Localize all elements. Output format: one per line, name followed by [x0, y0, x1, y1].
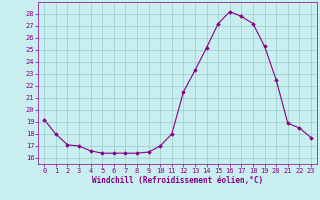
X-axis label: Windchill (Refroidissement éolien,°C): Windchill (Refroidissement éolien,°C) — [92, 176, 263, 185]
